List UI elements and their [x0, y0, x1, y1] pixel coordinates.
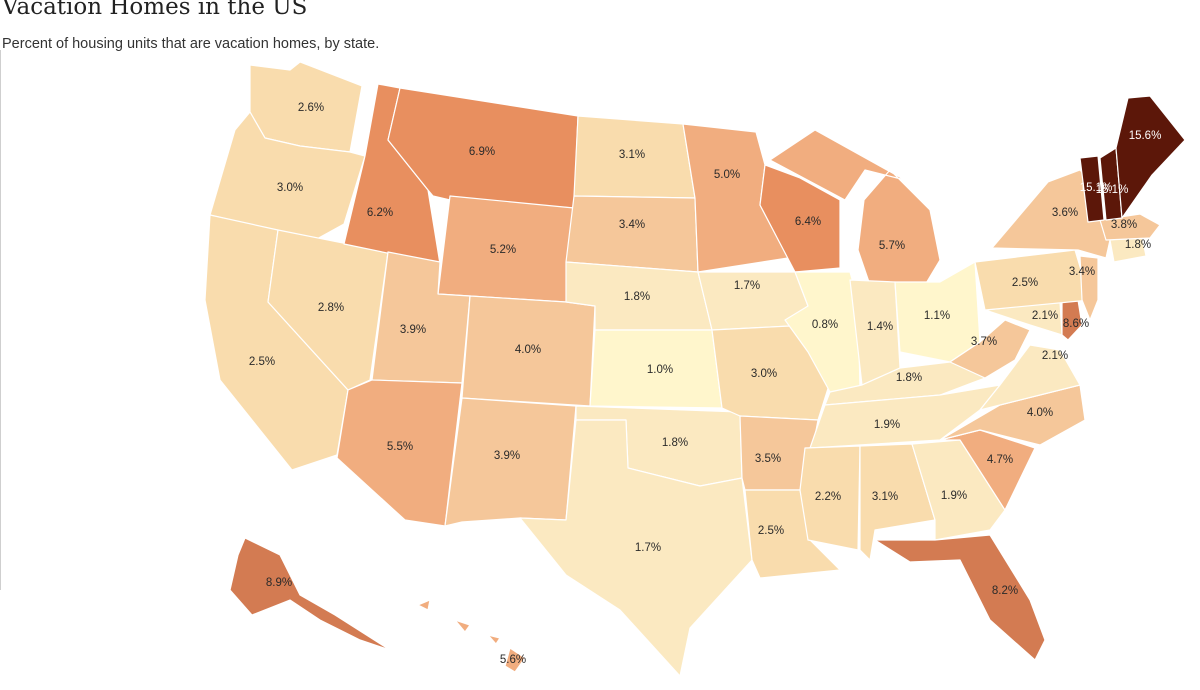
state-wi	[759, 164, 841, 273]
state-label-wy: 5.2%	[490, 244, 516, 256]
state-label-ks: 1.0%	[647, 364, 673, 376]
state-label-va: 2.1%	[1042, 350, 1068, 362]
state-nj	[1079, 255, 1099, 321]
state-shapes	[204, 61, 1186, 677]
state-ma	[1099, 213, 1161, 241]
state-label-tn: 1.9%	[874, 419, 900, 431]
state-label-wv: 3.7%	[971, 336, 997, 348]
state-label-nj: 3.4%	[1069, 266, 1095, 278]
state-label-de: 8.6%	[1063, 318, 1089, 330]
state-label-wa: 2.6%	[298, 102, 324, 114]
state-sd	[565, 195, 699, 273]
state-label-ia: 1.7%	[734, 280, 760, 292]
state-label-sc: 4.7%	[987, 454, 1013, 466]
state-label-mt: 6.9%	[469, 146, 495, 158]
state-label-mi: 5.7%	[879, 240, 905, 252]
state-tx	[519, 419, 753, 677]
state-az	[336, 379, 463, 527]
state-ak	[229, 537, 391, 651]
state-label-vt: 15.1%	[1080, 182, 1113, 194]
state-label-ut: 3.9%	[400, 324, 426, 336]
state-label-oh: 1.1%	[924, 310, 950, 322]
state-label-ak: 8.9%	[266, 577, 292, 589]
state-label-ny: 3.6%	[1052, 207, 1078, 219]
state-label-hi: 5.6%	[500, 654, 526, 666]
state-label-me: 15.6%	[1129, 130, 1162, 142]
state-hi	[417, 599, 526, 673]
state-co	[461, 295, 596, 407]
state-label-in: 1.4%	[867, 321, 893, 333]
state-label-ky: 1.8%	[896, 372, 922, 384]
state-label-tx: 1.7%	[635, 542, 661, 554]
state-label-ct: 1.8%	[1125, 239, 1151, 251]
state-label-ar: 3.5%	[755, 453, 781, 465]
state-label-nd: 3.1%	[619, 149, 645, 161]
state-vt	[1079, 155, 1105, 223]
state-labels: 2.6% 3.0% 2.5% 2.8% 6.2% 6.9% 5.2% 3.9% 5.5% 4.0%…	[249, 102, 1161, 666]
state-wv	[949, 319, 1031, 379]
state-label-id: 6.2%	[367, 207, 393, 219]
state-label-wi: 6.4%	[795, 216, 821, 228]
state-label-co: 4.0%	[515, 344, 541, 356]
state-label-ma: 3.8%	[1111, 219, 1137, 231]
map-title: Vacation Homes in the US	[2, 0, 308, 20]
state-label-la: 2.5%	[758, 525, 784, 537]
map-subtitle: Percent of housing units that are vacati…	[2, 36, 380, 52]
state-label-sd: 3.4%	[619, 219, 645, 231]
state-label-md: 2.1%	[1032, 310, 1058, 322]
state-me	[1115, 95, 1186, 219]
state-va	[979, 344, 1081, 411]
state-label-mo: 3.0%	[751, 368, 777, 380]
state-label-ga: 1.9%	[941, 490, 967, 502]
state-or	[209, 111, 366, 241]
state-label-al: 3.1%	[872, 491, 898, 503]
state-label-or: 3.0%	[277, 182, 303, 194]
state-label-ca: 2.5%	[249, 356, 275, 368]
state-label-nc: 4.0%	[1027, 407, 1053, 419]
state-label-ne: 1.8%	[624, 291, 650, 303]
state-label-fl: 8.2%	[992, 585, 1018, 597]
state-ms	[799, 445, 861, 551]
state-label-mn: 5.0%	[714, 169, 740, 181]
state-label-ok: 1.8%	[662, 437, 688, 449]
state-label-az: 5.5%	[387, 441, 413, 453]
state-mi	[769, 129, 941, 286]
state-label-ms: 2.2%	[815, 491, 841, 503]
state-label-nh: 15.1%	[1096, 184, 1129, 196]
state-label-nm: 3.9%	[494, 450, 520, 462]
state-label-nv: 2.8%	[318, 302, 344, 314]
state-label-il: 0.8%	[812, 319, 838, 331]
left-border-line	[0, 50, 1, 590]
state-fl	[874, 534, 1046, 661]
state-label-pa: 2.5%	[1012, 277, 1038, 289]
